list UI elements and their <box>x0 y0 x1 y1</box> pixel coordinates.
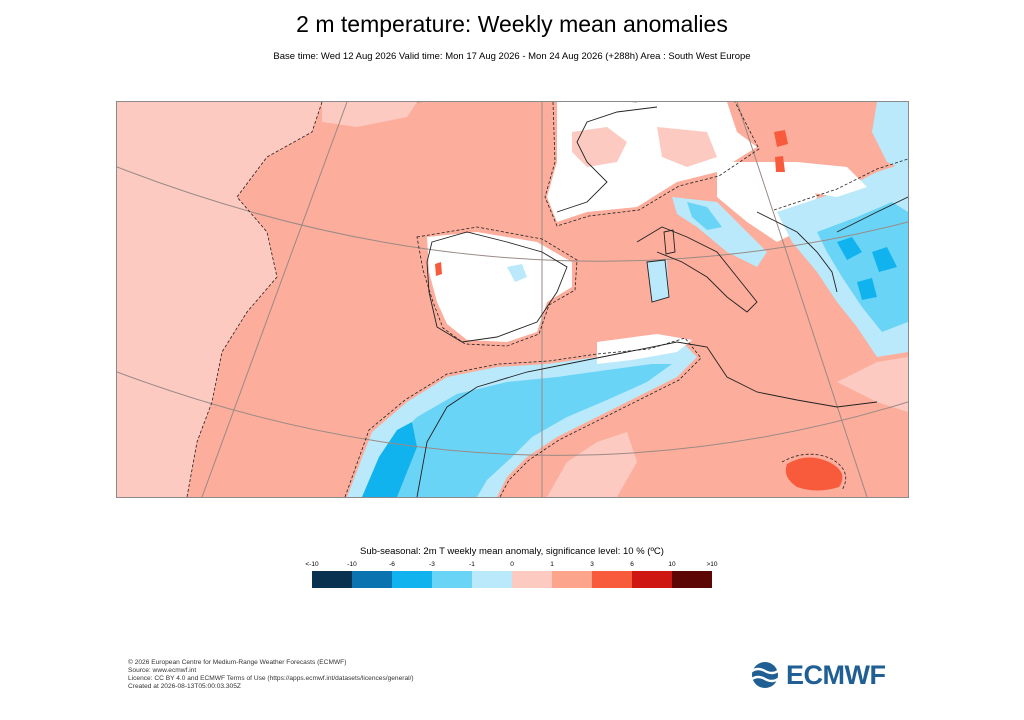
near-zero-region-algeria <box>597 334 692 364</box>
chart-subtitle: Base time: Wed 12 Aug 2026 Valid time: M… <box>273 51 751 62</box>
near-zero-region-balkans <box>797 162 867 197</box>
light-red-region-libya <box>837 357 908 412</box>
map-canvas <box>117 102 908 497</box>
legend-tick: 10 <box>668 561 676 568</box>
light-red-region-north <box>322 102 417 127</box>
strong-red-spot-iberia <box>435 262 442 276</box>
legend-swatch <box>472 571 512 588</box>
ecmwf-logo-icon <box>751 662 779 688</box>
legend-swatch <box>632 571 672 588</box>
mid-blue-region-greece <box>817 202 908 332</box>
legend-swatch <box>352 571 392 588</box>
ecmwf-logo-text: ECMWF <box>786 660 886 690</box>
legend-tick: -10 <box>347 561 357 568</box>
legend-color-bar <box>312 571 712 588</box>
legend-tick: <-10 <box>305 561 319 568</box>
legend-swatch <box>312 571 352 588</box>
light-blue-spot-iberia <box>507 264 527 282</box>
light-red-region-west <box>117 102 322 497</box>
legend-title: Sub-seasonal: 2m T weekly mean anomaly, … <box>360 546 664 557</box>
light-blue-region-sardinia <box>647 260 669 302</box>
legend-swatch <box>552 571 592 588</box>
footer-line: Source: www.ecmwf.int <box>128 667 197 675</box>
strong-red-spot-libya <box>785 457 843 491</box>
blue-spots-aegean <box>837 237 897 300</box>
legend-tick: 0 <box>510 561 514 568</box>
light-red-region-sahara <box>547 432 637 497</box>
legend-tick: -3 <box>429 561 435 568</box>
significance-contour <box>186 102 908 497</box>
legend-tick: -6 <box>389 561 395 568</box>
footer-line: © 2026 European Centre for Medium-Range … <box>128 659 347 666</box>
legend-swatch <box>432 571 472 588</box>
legend-swatch <box>512 571 552 588</box>
light-red-region-alps <box>657 127 717 167</box>
light-blue-region-black-sea <box>872 102 908 172</box>
mid-blue-region-north-africa <box>372 364 672 497</box>
footer-line: Created at 2026-08-13T05:00:03.305Z <box>128 683 241 691</box>
light-red-region-france <box>572 127 627 167</box>
legend-ticks: <-10 -10 -6 -3 -1 0 1 3 6 10 >10 <box>305 561 717 571</box>
near-zero-region-iberia <box>427 232 572 342</box>
footer-credits: © 2026 European Centre for Medium-Range … <box>128 659 414 691</box>
legend-swatch <box>592 571 632 588</box>
blue-region-morocco-coast <box>362 422 417 497</box>
coastlines <box>416 106 908 497</box>
footer-line: Licence: CC BY 4.0 and ECMWF Terms of Us… <box>128 675 414 683</box>
strong-red-spot-balkans <box>774 130 788 172</box>
legend-tick: 6 <box>630 561 634 568</box>
anomaly-map[interactable] <box>116 101 909 498</box>
legend-tick: >10 <box>706 561 718 568</box>
legend-swatch <box>392 571 432 588</box>
legend-tick: 1 <box>550 561 554 568</box>
mid-blue-region-adriatic <box>687 202 722 230</box>
legend-tick: -1 <box>469 561 475 568</box>
legend-swatch <box>672 571 712 588</box>
ecmwf-logo[interactable]: ECMWF <box>748 660 898 690</box>
legend-tick: 3 <box>590 561 594 568</box>
graticule <box>117 102 908 497</box>
chart-title: 2 m temperature: Weekly mean anomalies <box>296 11 728 37</box>
